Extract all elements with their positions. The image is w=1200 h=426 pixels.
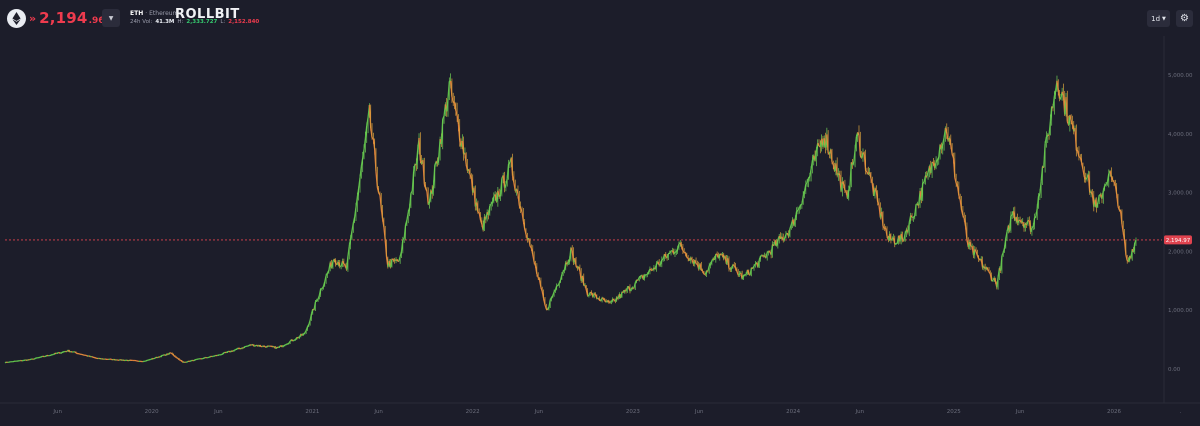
y-tick-label: 4,000.00 bbox=[1168, 132, 1193, 138]
x-tick-label: 2021 bbox=[305, 409, 319, 415]
rollbit-logo: ROLLBIT bbox=[175, 7, 240, 22]
x-tick-label: 2024 bbox=[786, 409, 800, 415]
timeframe-value: 1d bbox=[1151, 14, 1161, 23]
y-tick-label: 2,000.00 bbox=[1168, 249, 1193, 255]
current-price-tag-label: 2,194.97 bbox=[1166, 238, 1191, 244]
y-tick-label: 1,000.00 bbox=[1168, 308, 1193, 314]
current-price-tag bbox=[1164, 235, 1192, 245]
x-tick-label: Jun bbox=[373, 409, 383, 415]
x-tick-label: . bbox=[1179, 409, 1181, 415]
pair-info: ETH · Ethereum bbox=[130, 10, 178, 17]
y-tick-label: 0.00 bbox=[1168, 367, 1181, 373]
pair-separator: · bbox=[145, 10, 148, 17]
chevron-down-icon: ▼ bbox=[108, 14, 114, 22]
x-tick-label: 2026 bbox=[1107, 409, 1121, 415]
x-tick-label: Jun bbox=[534, 409, 544, 415]
y-tick-label: 3,000.00 bbox=[1168, 191, 1193, 197]
x-tick-label: 2025 bbox=[947, 409, 961, 415]
vol-value: 41.3M bbox=[155, 19, 175, 25]
x-tick-label: 2023 bbox=[626, 409, 640, 415]
x-tick-label: 2020 bbox=[145, 409, 159, 415]
double-chevron-down-icon: » bbox=[29, 12, 37, 25]
ticker-header: » 2,194 .968 ▼ ETH · Ethereum ROLLBIT 24… bbox=[0, 0, 1200, 36]
vol-label: 24h Vol: bbox=[130, 19, 153, 25]
pair-symbol: ETH bbox=[130, 10, 144, 17]
settings-button[interactable]: ⚙ bbox=[1176, 10, 1193, 27]
current-price: » 2,194 .968 bbox=[29, 9, 111, 27]
pair-name: Ethereum bbox=[149, 10, 179, 17]
x-tick-label: Jun bbox=[52, 409, 62, 415]
y-tick-label: 5,000.00 bbox=[1168, 73, 1193, 79]
chevron-down-icon: ▼ bbox=[1162, 15, 1166, 22]
gear-icon: ⚙ bbox=[1180, 13, 1189, 24]
high-label: H: bbox=[177, 19, 184, 25]
x-tick-label: 2022 bbox=[466, 409, 480, 415]
asset-dropdown-button[interactable]: ▼ bbox=[102, 9, 120, 27]
price-decimals: .968 bbox=[88, 16, 111, 26]
low-label: L: bbox=[220, 19, 226, 25]
x-tick-label: Jun bbox=[855, 409, 865, 415]
ethereum-icon[interactable] bbox=[7, 9, 26, 28]
x-tick-label: Jun bbox=[1015, 409, 1025, 415]
high-value: 2,333.727 bbox=[186, 19, 218, 25]
x-tick-label: Jun bbox=[694, 409, 704, 415]
price-series bbox=[4, 73, 1137, 364]
price-integer: 2,194 bbox=[39, 9, 88, 27]
stats-line: 24h Vol: 41.3M H: 2,333.727 L: 2,152.840 bbox=[130, 19, 259, 25]
x-tick-label: Jun bbox=[213, 409, 223, 415]
timeframe-select[interactable]: 1d ▼ bbox=[1147, 10, 1170, 27]
low-value: 2,152.840 bbox=[228, 19, 260, 25]
